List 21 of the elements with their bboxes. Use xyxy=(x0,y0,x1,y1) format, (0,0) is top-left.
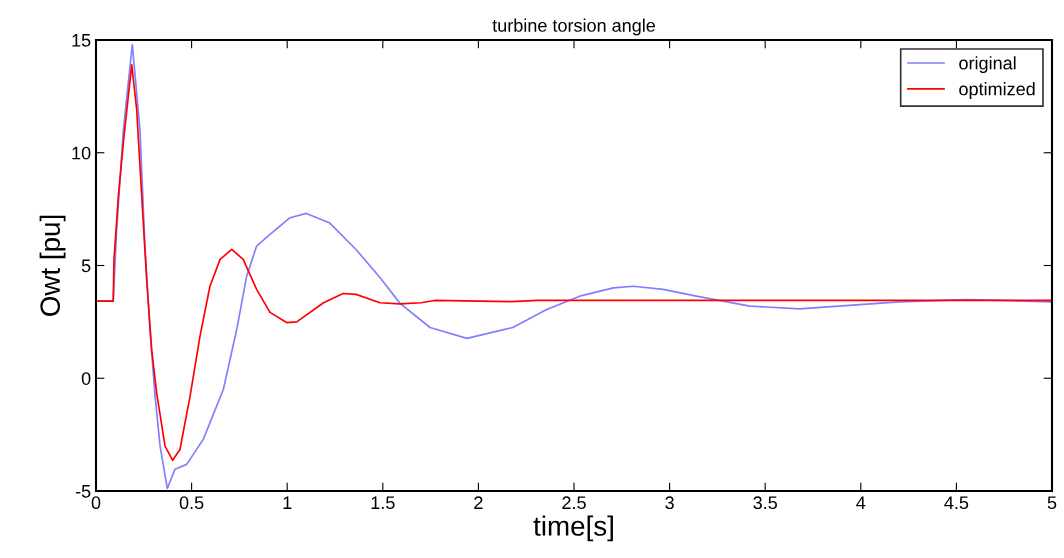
x-tick-label: 1 xyxy=(283,496,292,509)
x-tick-label: 3.5 xyxy=(753,496,777,510)
x-tick-label: 5 xyxy=(1047,496,1057,510)
y-tick-label: 10 xyxy=(72,146,91,160)
x-axis-title: time[s] xyxy=(533,515,613,542)
x-tick-label: 4.5 xyxy=(944,496,969,510)
y-tick-label: 15 xyxy=(72,34,91,47)
x-tick-label: 4 xyxy=(856,496,866,509)
y-tick-label: 0 xyxy=(81,372,91,385)
y-tick-label: -5 xyxy=(75,485,91,498)
legend-label: optimized xyxy=(959,82,1035,99)
x-tick-label: 0.5 xyxy=(179,496,204,510)
x-tick-label: 3 xyxy=(665,496,674,510)
x-tick-label: 2 xyxy=(474,496,483,509)
chart-title: turbine torsion angle xyxy=(492,18,656,36)
y-axis-title: Owt [pu] xyxy=(39,215,66,316)
x-tick-label: 0 xyxy=(91,496,101,510)
legend-label: original xyxy=(959,56,1016,74)
x-tick-label: 2.5 xyxy=(562,496,586,510)
x-tick-label: 1.5 xyxy=(371,496,395,510)
y-tick-label: 5 xyxy=(81,259,91,273)
